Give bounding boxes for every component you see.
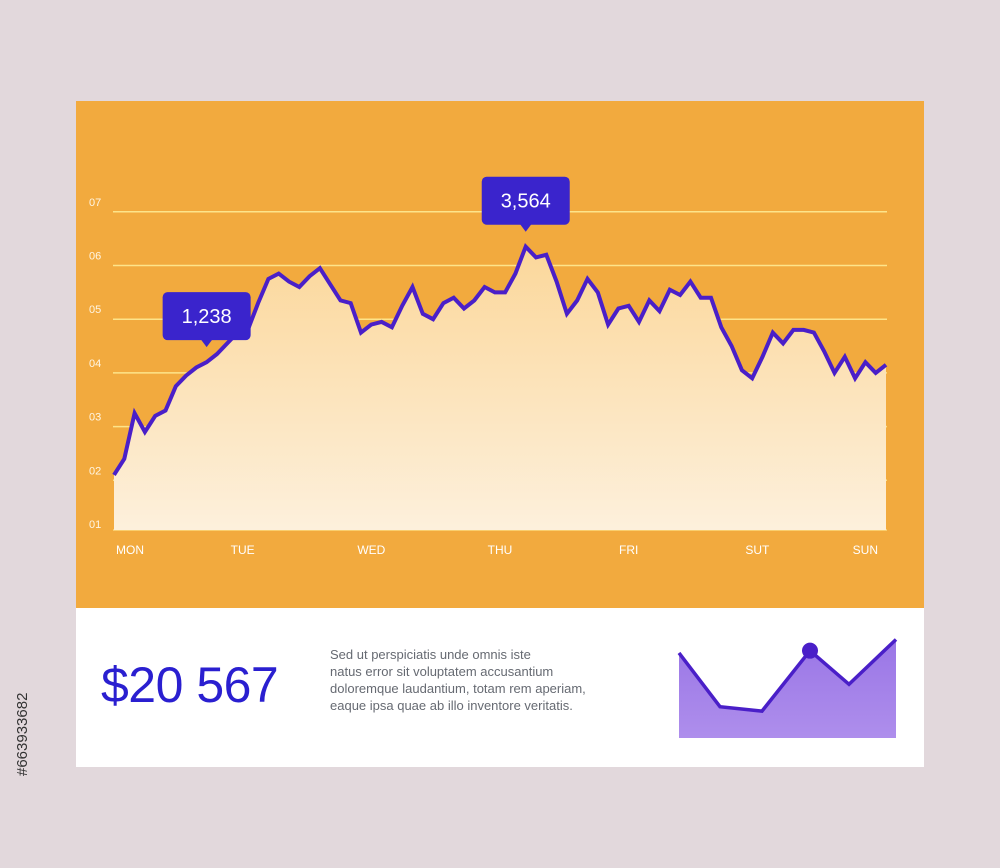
y-tick-label: 07 [89,197,101,209]
x-tick-label: WED [357,543,385,557]
sparkline-area [679,639,896,738]
callouts: 1,238 3,564 [162,176,570,348]
x-tick-label: FRI [619,543,638,557]
x-axis-ticks: MON TUE WED THU FRI SUT SUN [116,543,878,557]
total-amount: $20 567 [101,657,279,713]
x-tick-label: THU [488,543,513,557]
y-tick-label: 05 [89,304,101,316]
y-tick-label: 06 [89,251,101,263]
description-line: doloremque laudantium, totam rem aperiam… [330,681,586,696]
callout-label: 3,564 [501,191,551,213]
y-axis-ticks: 01 02 03 04 05 06 07 [89,197,101,531]
stock-id-text: #663933682 [14,693,31,776]
area-fill [114,246,886,530]
y-tick-label: 04 [89,358,101,370]
sparkline [677,638,898,738]
description-line: eaque ipsa quae ab illo inventore verita… [330,698,573,713]
value-callout: 1,238 [162,292,251,348]
y-tick-label: 02 [89,465,101,477]
value-callout: 3,564 [481,176,570,232]
description-line: Sed ut perspiciatis unde omnis iste [330,647,531,662]
sparkline-line [677,638,898,713]
x-tick-label: MON [116,543,144,557]
description-text: Sed ut perspiciatis unde omnis iste natu… [330,646,650,714]
sparkline-marker [802,642,818,659]
description-line: natus error sit voluptatem accusantium [330,664,554,679]
stock-id-watermark: #663933682 [14,693,31,776]
y-tick-label: 03 [89,412,101,424]
callout-label: 1,238 [182,306,232,328]
x-tick-label: SUT [745,543,770,557]
y-tick-label: 01 [89,519,101,531]
x-tick-label: TUE [231,543,255,557]
x-tick-label: SUN [853,543,878,557]
